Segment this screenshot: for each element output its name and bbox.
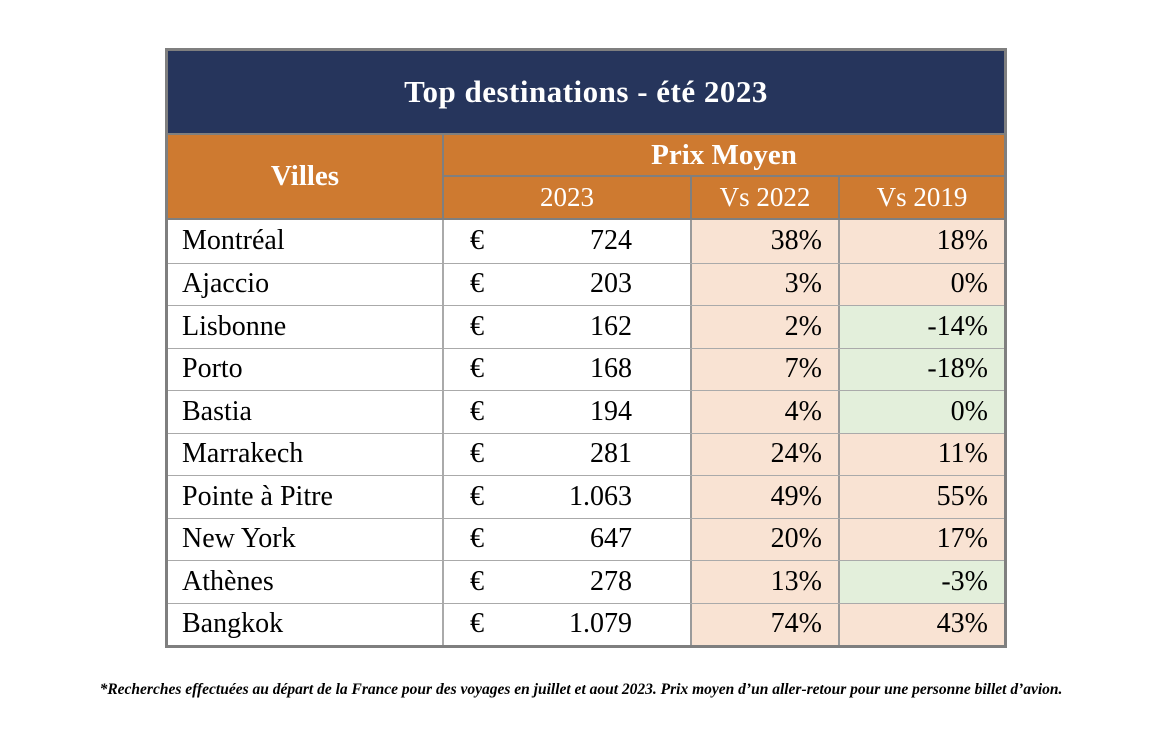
table-header: Villes Prix Moyen 2023 Vs 2022 Vs 2019 [168, 133, 1004, 220]
column-header-villes: Villes [168, 135, 444, 218]
vs2019-cell: 11% [838, 433, 1004, 475]
column-header-vs2022: Vs 2022 [690, 177, 838, 218]
price-value: 278 [590, 565, 632, 597]
price-cell: €647 [444, 519, 690, 561]
vs2022-cell: 20% [690, 518, 838, 560]
vs2022-cell: 3% [690, 263, 838, 305]
table-title: Top destinations - été 2023 [168, 51, 1004, 133]
city-cell: Athènes [168, 561, 444, 603]
price-cell: €278 [444, 561, 690, 603]
column-header-vs2019: Vs 2019 [838, 177, 1004, 218]
price-cell: €724 [444, 220, 690, 263]
price-cell: €281 [444, 434, 690, 476]
city-cell: Ajaccio [168, 263, 444, 305]
price-value: 168 [590, 353, 632, 385]
price-cell: €1.063 [444, 476, 690, 518]
vs2022-cell: 4% [690, 391, 838, 433]
vs2022-cell: 74% [690, 603, 838, 645]
currency-symbol: € [470, 523, 484, 555]
currency-symbol: € [470, 395, 484, 427]
currency-symbol: € [470, 310, 484, 342]
vs2019-cell: -14% [838, 306, 1004, 348]
table-row: Marrakech €281 24% 11% [168, 432, 1004, 476]
city-cell: Bastia [168, 391, 444, 433]
table-row: New York €647 20% 17% [168, 517, 1004, 561]
price-value: 281 [590, 438, 632, 470]
currency-symbol: € [470, 353, 484, 385]
currency-symbol: € [470, 268, 484, 300]
price-value: 162 [590, 310, 632, 342]
prix-moyen-header-group: Prix Moyen 2023 Vs 2022 Vs 2019 [444, 135, 1004, 218]
table-row: Ajaccio €203 3% 0% [168, 262, 1004, 306]
column-header-prix-moyen: Prix Moyen [444, 135, 1004, 177]
vs2019-cell: -18% [838, 348, 1004, 390]
vs2022-cell: 38% [690, 220, 838, 263]
vs2019-cell: 55% [838, 476, 1004, 518]
vs2022-cell: 49% [690, 476, 838, 518]
price-cell: €1.079 [444, 604, 690, 646]
destinations-table: Top destinations - été 2023 Villes Prix … [165, 48, 1007, 648]
table-row: Bangkok €1.079 74% 43% [168, 602, 1004, 646]
price-cell: €203 [444, 264, 690, 306]
table-body: Montréal €724 38% 18% Ajaccio €203 3% 0%… [168, 220, 1004, 645]
city-cell: Montréal [168, 220, 444, 263]
price-value: 724 [590, 225, 632, 257]
city-cell: Marrakech [168, 433, 444, 475]
table-row: Montréal €724 38% 18% [168, 220, 1004, 263]
price-value: 647 [590, 523, 632, 555]
currency-symbol: € [470, 438, 484, 470]
currency-symbol: € [470, 608, 484, 640]
price-cell: €168 [444, 349, 690, 391]
price-cell: €194 [444, 391, 690, 433]
vs2022-cell: 13% [690, 561, 838, 603]
price-value: 194 [590, 395, 632, 427]
vs2019-cell: 0% [838, 263, 1004, 305]
table-row: Pointe à Pitre €1.063 49% 55% [168, 475, 1004, 518]
price-value: 203 [590, 268, 632, 300]
vs2019-cell: 18% [838, 220, 1004, 263]
vs2019-cell: -3% [838, 561, 1004, 603]
city-cell: Pointe à Pitre [168, 476, 444, 518]
column-header-2023: 2023 [540, 182, 594, 212]
currency-symbol: € [470, 565, 484, 597]
table-row: Bastia €194 4% 0% [168, 390, 1004, 433]
price-value: 1.079 [569, 608, 632, 640]
table-row: Athènes €278 13% -3% [168, 560, 1004, 603]
city-cell: Lisbonne [168, 306, 444, 348]
vs2022-cell: 24% [690, 433, 838, 475]
city-cell: New York [168, 518, 444, 560]
sub-header-row: 2023 Vs 2022 Vs 2019 [444, 177, 1004, 218]
price-value: 1.063 [569, 480, 632, 512]
city-cell: Porto [168, 348, 444, 390]
vs2019-cell: 17% [838, 518, 1004, 560]
table-row: Porto €168 7% -18% [168, 347, 1004, 391]
table-row: Lisbonne €162 2% -14% [168, 305, 1004, 348]
currency-symbol: € [470, 480, 484, 512]
currency-symbol: € [470, 225, 484, 257]
price-cell: €162 [444, 306, 690, 348]
city-cell: Bangkok [168, 603, 444, 645]
vs2022-cell: 2% [690, 306, 838, 348]
vs2019-cell: 0% [838, 391, 1004, 433]
vs2019-cell: 43% [838, 603, 1004, 645]
vs2022-cell: 7% [690, 348, 838, 390]
footnote: *Recherches effectuées au départ de la F… [99, 681, 1063, 698]
